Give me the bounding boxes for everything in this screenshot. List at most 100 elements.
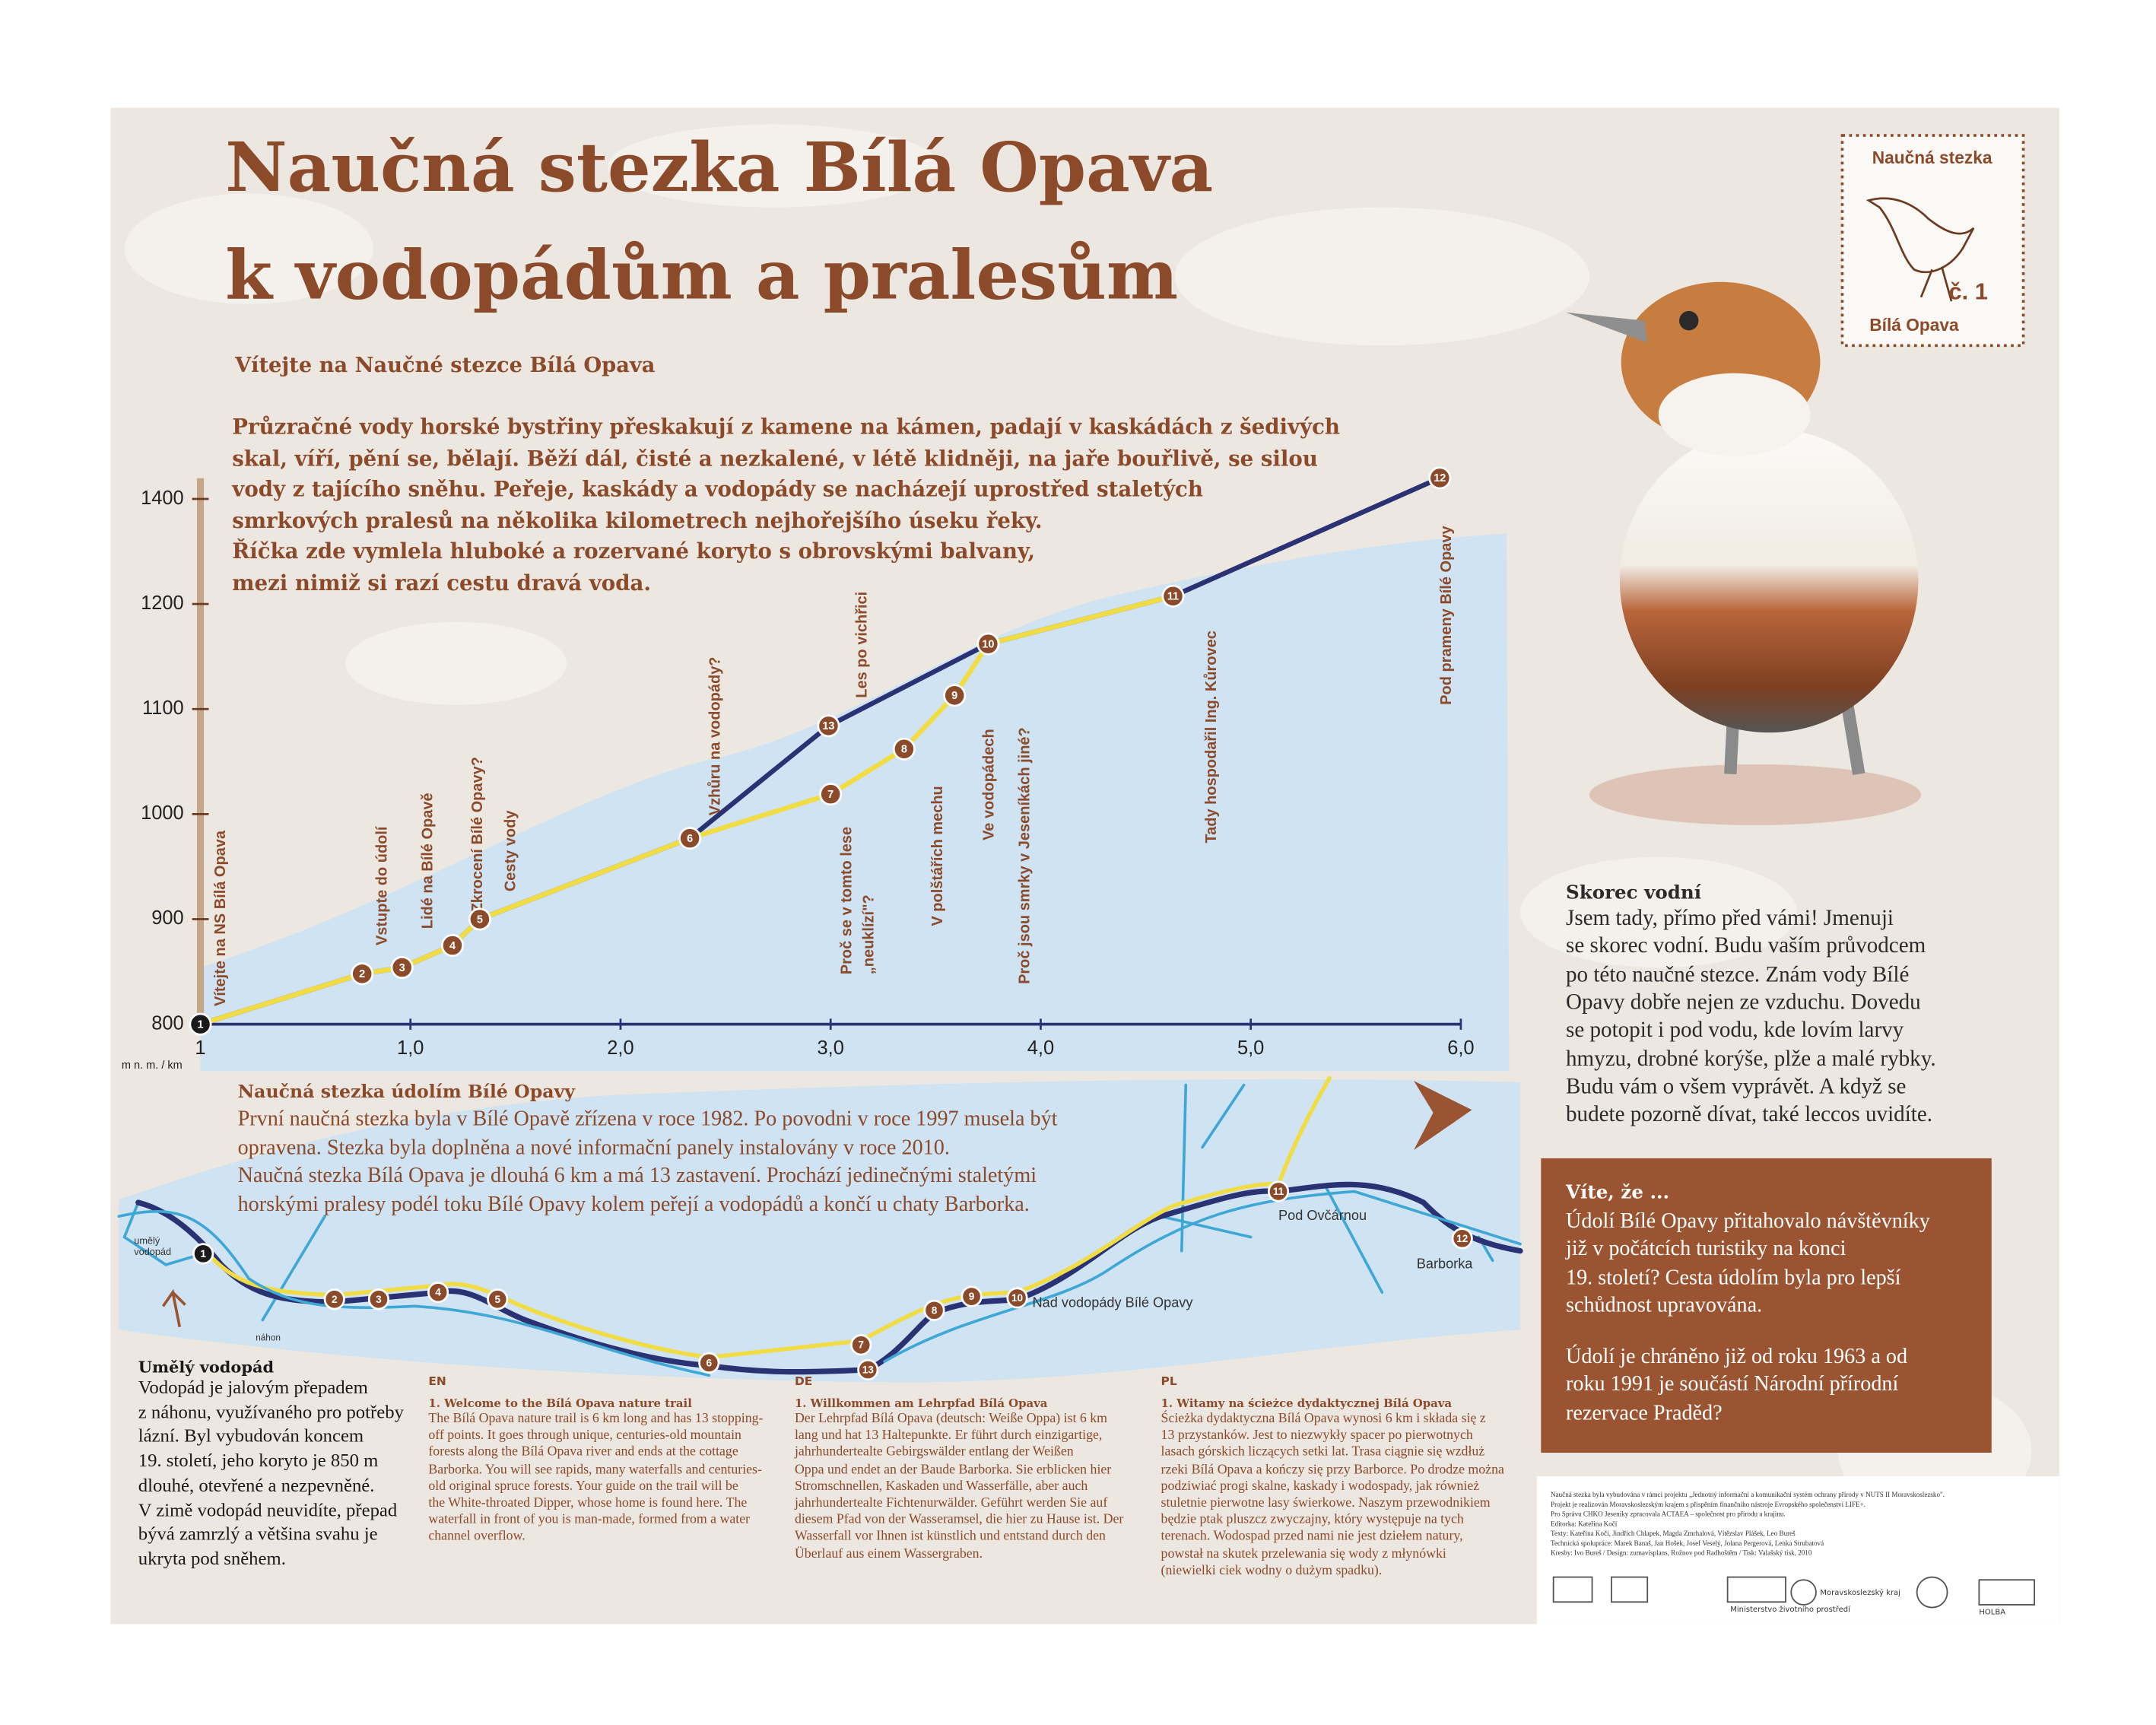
stop-label: V polštářích mechu <box>929 786 946 926</box>
language-text-line: Barborka. You will see rapids, many wate… <box>428 1461 762 1477</box>
chart-water <box>200 533 1510 1072</box>
map-stop-number: 2 <box>332 1294 338 1305</box>
fact-text-line: Údolí Bílé Opavy přitahovalo návštěvníky <box>1566 1209 1930 1234</box>
dipper-illustration <box>1566 281 1922 825</box>
language-text-line: jahrhundertealte Gebirgswälder entlang d… <box>794 1444 1074 1460</box>
language-text-line: stuletnie pierwotne lasy świerkowe. Nasz… <box>1161 1495 1491 1511</box>
language-text-line: powstał na skutek przelewania się wody z… <box>1161 1546 1446 1561</box>
language-heading: 1. Witamy na ścieżce dydaktycznej Bílá O… <box>1161 1396 1453 1410</box>
y-tick-label: 800 <box>151 1012 183 1034</box>
dipper-text-line: hmyzu, drobné korýše, plže a malé rybky. <box>1566 1047 1936 1071</box>
map-text-line: horskými pralesy podél toku Bílé Opavy k… <box>237 1192 1030 1216</box>
stop-label: Proč jsou smrky v Jeseníkách jiné? <box>1017 727 1034 984</box>
map-stop-number: 1 <box>200 1248 206 1260</box>
language-text-line: terenach. Wodospad przed nami nie jest d… <box>1161 1529 1463 1545</box>
fact-box <box>1541 1158 1992 1453</box>
map-stop-number: 3 <box>376 1294 382 1305</box>
y-tick-label: 1000 <box>141 802 184 824</box>
waterfall-text-line: 19. století, jeho koryto je 850 m <box>138 1450 379 1471</box>
footer-line: Naučná stezka byla vybudována v rámci pr… <box>1551 1492 1945 1500</box>
map-stop-number: 10 <box>1011 1292 1024 1304</box>
language-heading: 1. Welcome to the Bílá Opava nature trai… <box>428 1396 692 1410</box>
language-text-line: the White-throated Dipper, whose home is… <box>428 1495 748 1511</box>
dipper-text-line: budete pozorně dívat, také leccos uvidít… <box>1566 1103 1933 1127</box>
stamp <box>1840 134 2025 348</box>
waterfall-text-line: ukryta pod sněhem. <box>138 1548 286 1569</box>
title-line: k vodopádům a pralesům <box>225 234 1179 316</box>
y-tick-label: 1400 <box>141 488 184 509</box>
footer-line: Projekt je realizován Moravskoslezským k… <box>1551 1502 1865 1510</box>
stop-number: 8 <box>901 744 907 756</box>
waterfall-heading: Umělý vodopád <box>138 1357 275 1377</box>
map-stop <box>323 1288 345 1310</box>
stop-label: Proč se v tomto lese <box>838 827 855 974</box>
stop-marker <box>468 907 491 931</box>
footer-line: Texty: Kateřina Kočí, Jindřich Chlapek, … <box>1551 1531 1796 1539</box>
title-line: Naučná stezka Bílá Opava <box>225 127 1214 208</box>
language-code: PL <box>1161 1375 1177 1390</box>
map-stop-number: 9 <box>969 1291 975 1302</box>
dipper-text-line: po této naučné stezce. Znám vody Bílé <box>1566 962 1910 986</box>
stop-number: 12 <box>1434 472 1446 484</box>
stop-number: 4 <box>449 940 456 952</box>
language-text-line: lang und hat 13 Haltepunkte. Er führt du… <box>794 1428 1103 1444</box>
stop-marker <box>943 684 967 707</box>
stop-marker <box>678 827 702 850</box>
map-stop-number: 6 <box>706 1357 712 1368</box>
map-stop <box>961 1285 983 1307</box>
logo-label: Moravskoslezský kraj <box>1820 1589 1900 1598</box>
stop-number: 11 <box>1167 591 1179 603</box>
language-heading: 1. Willkommen am Lehrpfad Bílá Opava <box>794 1396 1048 1410</box>
dipper-heading: Skorec vodní <box>1566 882 1702 904</box>
map-stop <box>427 1282 449 1304</box>
language-text-line: będzie ptak pluszcz zwyczajny, który wys… <box>1161 1512 1464 1528</box>
dipper-text-line: Budu vám o všem vyprávět. A když se <box>1566 1075 1907 1099</box>
stop-number: 1 <box>197 1018 203 1031</box>
map-label: umělý <box>134 1234 160 1246</box>
stop-marker <box>440 934 464 958</box>
waterfall-text-line: z náhonu, využívaného pro potřeby <box>138 1401 404 1422</box>
footer-line: Editorka: Kateřina Kočí <box>1551 1521 1618 1529</box>
footer-line: Pro Správu CHKO Jeseníky zpracovala ACTA… <box>1551 1512 1786 1520</box>
language-text-line: (niewielki ciek wodny o dużym spadku). <box>1161 1563 1383 1578</box>
stop-marker <box>819 783 843 806</box>
stop-label: Lidé na Bílé Opavě <box>420 793 437 929</box>
map-stop <box>1006 1287 1028 1309</box>
stop-marker <box>976 632 1000 656</box>
stop-number: 9 <box>951 690 957 702</box>
stop-number: 13 <box>822 720 834 732</box>
map-stop <box>1267 1180 1290 1202</box>
map-label: náhon <box>256 1332 281 1342</box>
stop-marker <box>390 956 414 980</box>
stop-number: 3 <box>399 962 405 974</box>
stop-number: 6 <box>687 833 693 845</box>
intro-line: Průzračné vody horské bystřiny přeskakuj… <box>232 415 1340 440</box>
x-tick-label: 3,0 <box>818 1037 844 1059</box>
stop-marker <box>189 1012 212 1036</box>
map-heading: Naučná stezka údolím Bílé Opavy <box>237 1082 576 1104</box>
map-stop-number: 11 <box>1273 1186 1284 1197</box>
language-text-line: jahrhundertealte Fichtenurwälder. Geführ… <box>794 1495 1108 1511</box>
stop-number: 7 <box>827 789 834 801</box>
stop-label: Ve vodopádech <box>980 729 997 840</box>
fact-text-line: již v počátcích turistiky na konci <box>1566 1237 1846 1261</box>
x-tick-label: 5,0 <box>1237 1037 1264 1059</box>
map-label: Nad vodopády Bílé Opavy <box>1033 1295 1194 1310</box>
map-stop <box>192 1243 214 1265</box>
stop-marker <box>817 714 840 738</box>
stop-number: 5 <box>477 913 483 926</box>
footer-line: Kresby: Ivo Bureš / Design: zumavisplans… <box>1551 1551 1812 1558</box>
language-text-line: Wasserfall vor Ihnen ist künstlich und e… <box>794 1529 1106 1545</box>
x-tick-label: 1 <box>195 1037 205 1059</box>
map-stop <box>698 1352 720 1374</box>
subtitle: Vítejte na Naučné stezce Bílá Opava <box>234 352 656 378</box>
stamp-number: č. 1 <box>1948 278 1988 304</box>
fact-text-line: 19. století? Cesta údolím byla pro lepší <box>1566 1265 1901 1289</box>
language-text-line: podziwiać progi skalne, kaskady i wodosp… <box>1161 1479 1480 1495</box>
language-text-line: old original spruce forests. Your guide … <box>428 1479 738 1495</box>
y-tick-label: 1100 <box>142 697 184 719</box>
waterfall-text-line: Vodopád je jalovým přepadem <box>138 1377 368 1398</box>
footer-line: Technická spolupráce: Marek Banaš, Jan H… <box>1551 1541 1824 1549</box>
stop-number: 10 <box>982 638 994 650</box>
